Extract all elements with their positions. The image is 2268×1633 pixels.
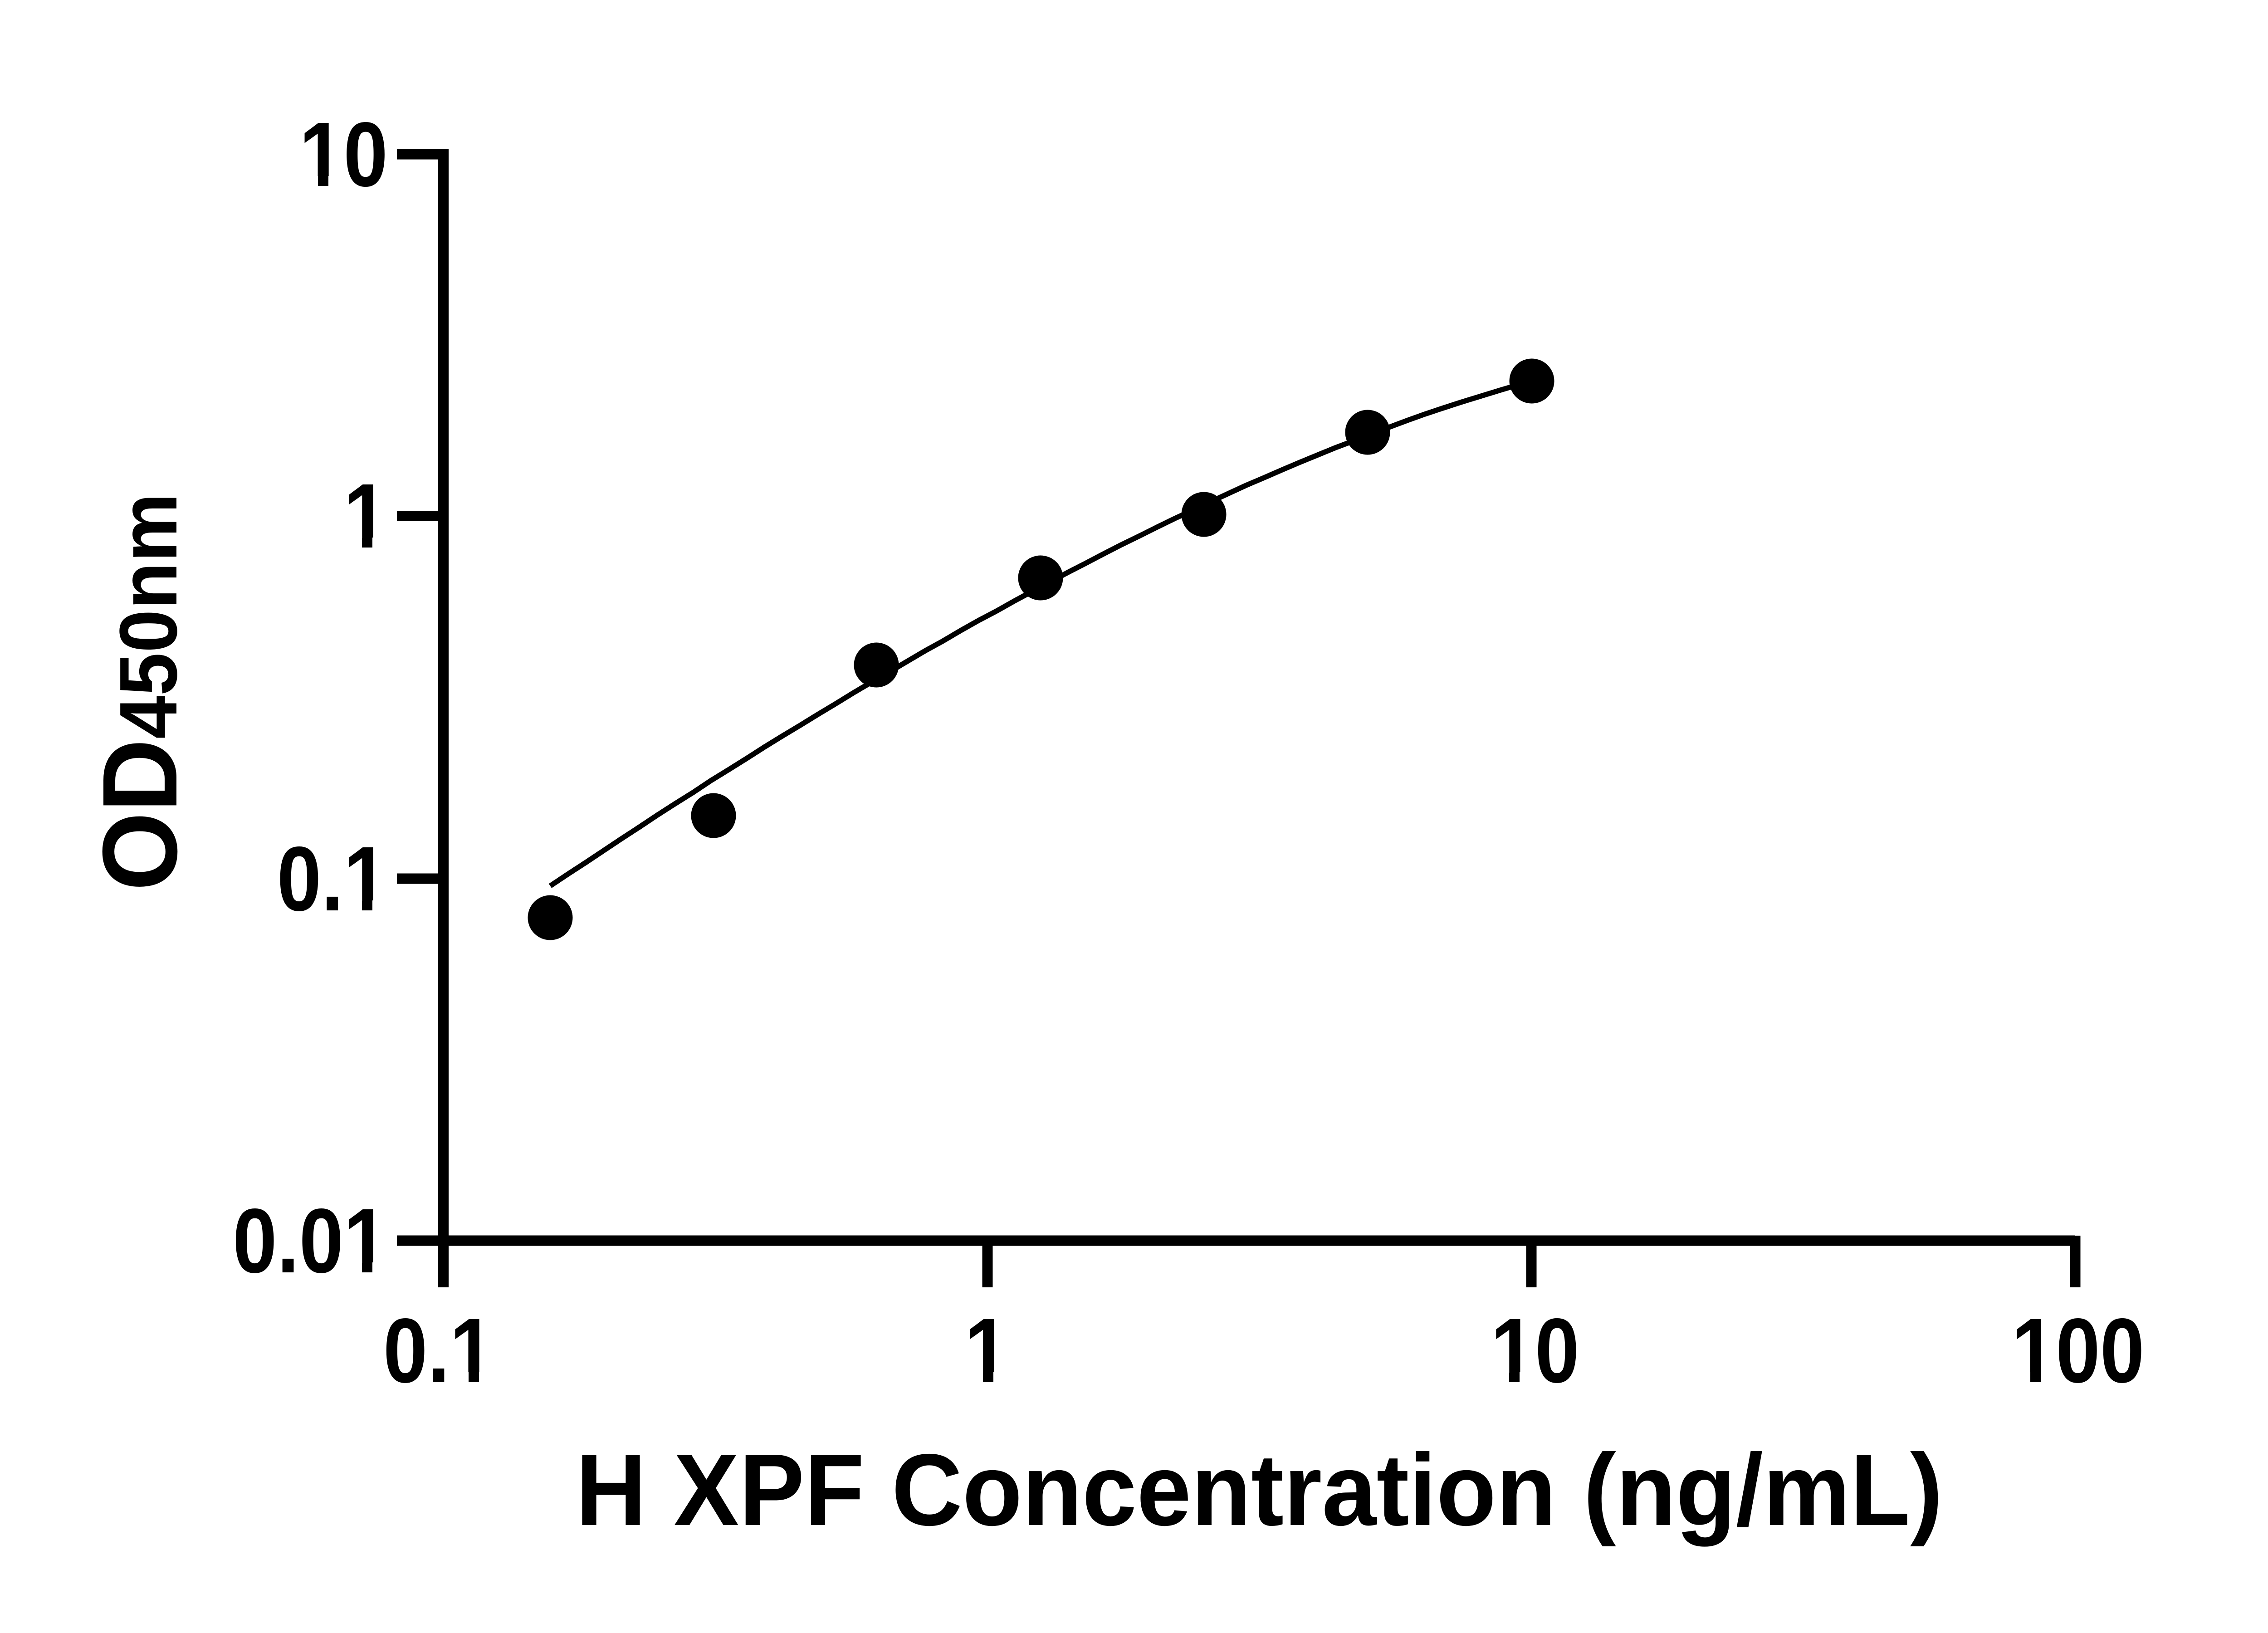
svg-text:H XPF Concentration (ng/mL): H XPF Concentration (ng/mL) [576,1433,1943,1547]
svg-text:0.1: 0.1 [277,828,388,930]
svg-text:10: 10 [1491,1300,1579,1402]
svg-text:OD450nm: OD450nm [80,493,199,891]
svg-text:100: 100 [2011,1300,2144,1402]
svg-text:0.1: 0.1 [383,1300,494,1402]
svg-text:1: 1 [964,1300,1009,1402]
svg-text:0.01: 0.01 [233,1190,388,1292]
svg-text:10: 10 [299,104,388,206]
svg-text:1: 1 [343,465,388,567]
